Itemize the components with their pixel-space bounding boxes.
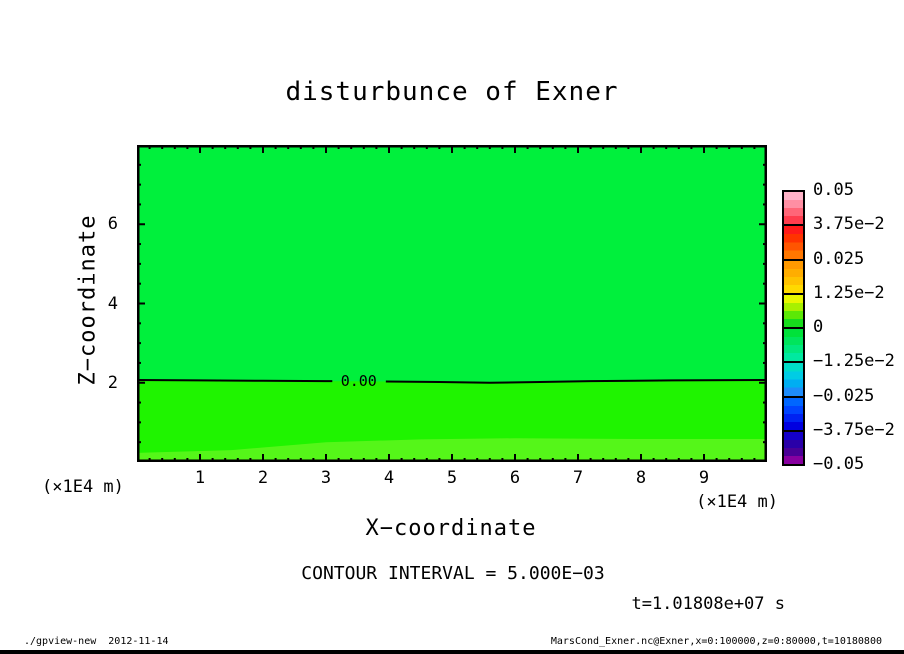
x-tick-label: 1 [194, 468, 206, 488]
colorbar-cell [782, 430, 805, 466]
x-axis-title: X−coordinate [365, 516, 537, 541]
plot-area: 0.00 [136, 144, 768, 463]
colorbar [782, 190, 805, 466]
x-tick-label: 6 [509, 468, 521, 488]
colorbar-label: −3.75e−2 [813, 419, 895, 440]
footer-command: ./gpview-new 2012-11-14 [24, 636, 169, 647]
x-tick-label: 2 [257, 468, 269, 488]
z-axis-factor-label: (×1E4 m) [42, 477, 124, 497]
time-label: t=1.01808e+07 s [631, 594, 785, 614]
colorbar-cell [782, 361, 805, 398]
zero-contour-label: 0.00 [341, 372, 377, 390]
plot-frame [136, 144, 768, 463]
x-tick-label: 7 [572, 468, 584, 488]
contour-fill-plot: 0.00 [136, 144, 768, 463]
x-axis-factor-label: (×1E4 m) [696, 492, 778, 512]
footer-dataset: MarsCond_Exner.nc@Exner,x=0:100000,z=0:8… [550, 636, 882, 647]
window-bottom-border [0, 650, 904, 654]
colorbar-label: −0.05 [813, 454, 865, 474]
zero-contour-line [136, 378, 333, 383]
colorbar-cell [782, 293, 805, 329]
x-tick-label: 4 [383, 468, 395, 488]
fill-band-bottom-strip [137, 438, 767, 462]
colorbar-cell [782, 327, 805, 363]
z-tick-label: 6 [107, 214, 118, 235]
chart-title: disturbunce of Exner [285, 77, 619, 107]
x-tick-label: 8 [635, 468, 647, 488]
colorbar-cell [782, 259, 805, 295]
colorbar-label: 1.25e−2 [813, 282, 885, 303]
x-tick-label: 9 [698, 468, 710, 488]
colorbar-cell [782, 396, 805, 432]
colorbar-cell [782, 190, 805, 226]
colorbar-label: −1.25e−2 [813, 351, 895, 372]
contour-interval-label: CONTOUR INTERVAL = 5.000E−03 [301, 563, 605, 584]
z-tick-label: 4 [107, 293, 118, 314]
colorbar-cell [782, 224, 805, 261]
colorbar-label: 0 [813, 317, 824, 337]
colorbar-label: 0.025 [813, 248, 865, 269]
z-tick-label: 2 [107, 372, 118, 393]
colorbar-label: −0.025 [813, 385, 875, 406]
zero-contour-line [385, 378, 768, 384]
x-tick-label: 5 [446, 468, 458, 488]
x-tick-label: 3 [320, 468, 332, 488]
colorbar-label: 0.05 [813, 180, 854, 200]
colorbar-label: 3.75e−2 [813, 214, 885, 235]
